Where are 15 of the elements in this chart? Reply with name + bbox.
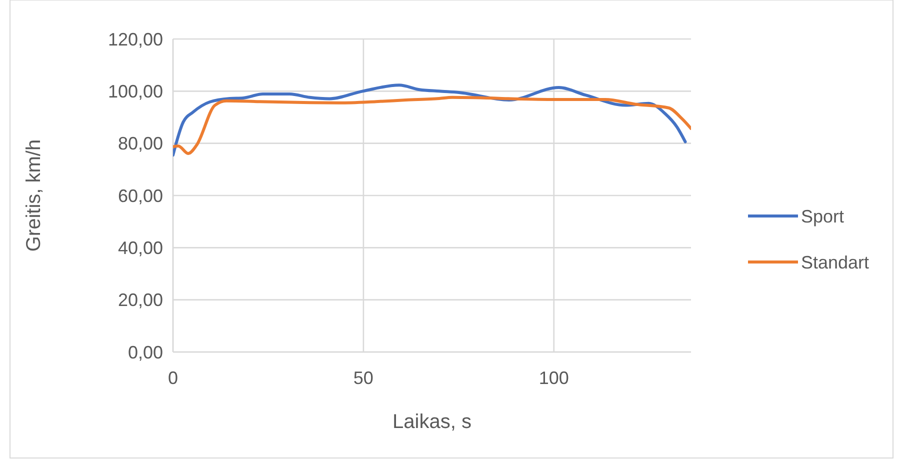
x-axis-title: Laikas, s — [392, 411, 472, 433]
y-tick-label: 100,00 — [108, 81, 163, 102]
x-tick-label: 50 — [353, 368, 374, 388]
y-tick-label: 60,00 — [118, 186, 163, 206]
legend-label: Standart — [801, 252, 870, 272]
y-tick-label: 40,00 — [118, 238, 163, 258]
y-axis-title: Greitis, km/h — [23, 139, 45, 252]
x-tick-label: 100 — [538, 368, 569, 388]
line-series — [173, 96, 691, 156]
legend-label: Sport — [801, 206, 844, 226]
x-tick-label: 0 — [168, 368, 178, 388]
y-tick-label: 0,00 — [128, 342, 163, 362]
y-tick-label: 120,00 — [108, 29, 163, 50]
y-tick-label: 80,00 — [118, 134, 163, 154]
y-tick-label: 20,00 — [118, 290, 163, 310]
